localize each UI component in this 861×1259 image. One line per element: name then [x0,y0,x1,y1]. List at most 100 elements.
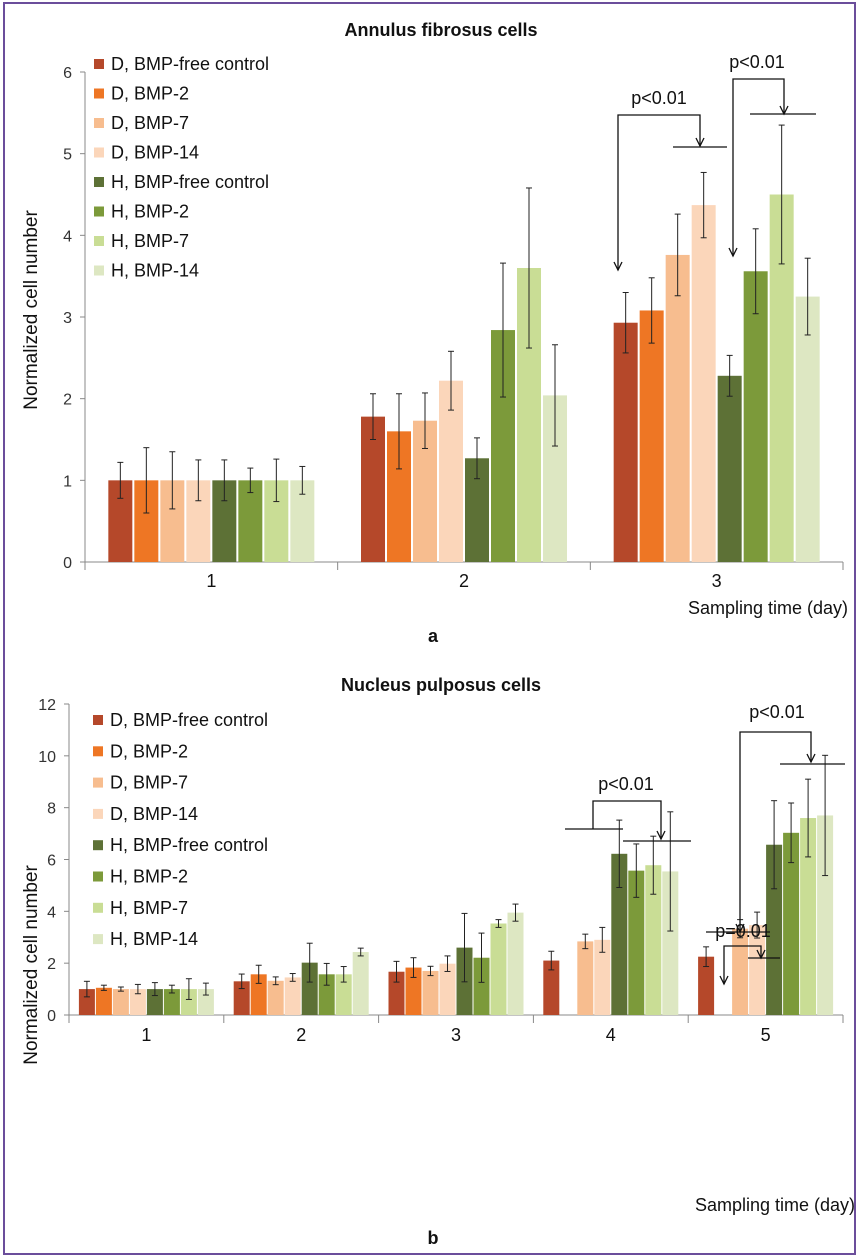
chart-a-plot: 0 1 2 3 4 5 6 1 2 3 D, BMP-free control D, BMP-2 D, … [63,52,844,591]
chart-a-significance-bracket [617,114,701,270]
chart-a-panel-label: a [428,626,439,646]
chart-b-legend-swatch [93,871,103,882]
chart-a-bar [795,296,820,562]
chart-b-xlabel: Sampling time (day) [695,1195,855,1215]
chart-a-bar [717,375,742,562]
chart-b-y-tick-label: 0 [47,1008,56,1025]
chart-b-significance-arrow [806,753,816,764]
chart-b-bar [112,989,129,1015]
chart-b-y-tick-label: 2 [47,956,56,973]
chart-a-significance-arrow [695,137,705,148]
chart-b-y-tick-label: 8 [47,801,56,818]
chart-a-title: Annulus fibrosus cells [344,20,537,40]
chart-b-y-tick-label: 12 [38,697,56,714]
chart-a-bar [613,322,638,562]
chart-b-y-tick-label: 4 [47,904,56,921]
chart-b-significance-label: p<0.01 [598,774,654,794]
chart-a-legend-label: H, BMP-free control [111,172,269,192]
chart-b-bar [146,989,163,1015]
chart-b-legend-label: D, BMP-14 [110,804,198,824]
chart-a-bar [691,205,716,562]
chart-b-legend-swatch [93,777,103,788]
chart-a-xlabel: Sampling time (day) [688,598,848,618]
chart-b-significance-arrow [719,975,729,986]
chart-a-significance-label: p<0.01 [631,88,687,108]
chart-b-legend-swatch [93,840,103,851]
chart-b-bar [577,941,594,1015]
chart-a-significance-label: p<0.01 [729,52,785,72]
chart-a-y-tick-label: 3 [63,310,72,327]
chart-b-bar [490,923,507,1015]
chart-b-significance-arrow [756,949,766,960]
chart-b-bar [197,989,214,1015]
chart-b-bar [250,974,267,1015]
chart-a-y-tick-label: 4 [63,228,72,245]
chart-a-ylabel: Normalized cell number [21,210,42,410]
chart-b-bar [766,844,783,1015]
chart-a-legend-label: H, BMP-7 [111,231,189,251]
chart-b-bar [284,977,301,1015]
chart-a-significance-bracket [732,78,785,256]
chart-b-x-tick-label: 5 [761,1025,771,1045]
chart-a-y-tick-label: 6 [63,65,72,82]
chart-b-bar [95,987,112,1015]
chart-b-bar [78,989,95,1015]
chart-b-significance-bracket [592,800,662,839]
figure-frame [3,2,856,1255]
chart-b-legend-swatch [93,934,103,945]
chart-b-legend-label: H, BMP-free control [110,835,268,855]
chart-b-bar [388,971,405,1015]
chart-b-bar [352,952,369,1015]
chart-a-bar [665,254,690,562]
chart-b-bar [301,962,318,1015]
chart-a-legend-swatch [94,59,104,69]
chart-a-legend-label: D, BMP-free control [111,54,269,74]
chart-a-legend-swatch [94,177,104,187]
chart-a-bar [639,310,664,562]
chart-a-x-tick-label: 1 [206,571,216,591]
chart-a-bar [743,271,768,562]
chart-b-bar [163,989,180,1015]
chart-b-ylabel: Normalized cell number [21,865,42,1065]
chart-b-title: Nucleus pulposus cells [341,675,541,695]
chart-b-bar [422,970,439,1015]
chart-b-significance-label: p<0.01 [749,702,805,722]
chart-b-significance-arrow [735,923,745,934]
chart-a-bar [361,416,385,562]
chart-b-bar [233,981,250,1015]
chart-b-bar [611,853,628,1015]
chart-b-legend-label: H, BMP-2 [110,867,188,887]
chart-a-legend-swatch [94,206,104,217]
chart-b-x-tick-label: 1 [141,1025,151,1045]
chart-b-legend-label: D, BMP-free control [110,710,268,730]
chart-a-legend-swatch [94,147,104,158]
chart-b-bar [335,974,352,1015]
chart-b-bar [180,989,197,1015]
chart-b-bar [698,956,715,1015]
chart-b-bar [439,963,456,1015]
chart-b-bar [732,928,749,1015]
chart-a-y-tick-label: 2 [63,392,72,409]
chart-a-significance-arrow [613,261,623,272]
chart-b-legend-label: D, BMP-7 [110,773,188,793]
chart-a-legend-label: H, BMP-14 [111,261,199,281]
chart-a-legend-label: D, BMP-14 [111,143,199,163]
chart-b-legend-swatch [93,746,103,757]
chart-b-x-tick-label: 4 [606,1025,616,1045]
chart-b-significance-arrow [656,830,666,841]
chart-a-legend-swatch [94,88,104,99]
chart-a-legend-label: H, BMP-2 [111,202,189,222]
chart-b-significance-label: p=0.01 [715,921,771,941]
chart-a-legend-swatch [94,118,104,128]
chart-b-bar [129,989,146,1015]
chart-b-bar [800,818,817,1015]
chart-b-bar [783,832,800,1015]
chart-b-legend-label: H, BMP-7 [110,898,188,918]
chart-b-x-tick-label: 2 [296,1025,306,1045]
chart-b-x-tick-label: 3 [451,1025,461,1045]
chart-b-bar [507,912,524,1015]
chart-a-bar [238,480,263,562]
chart-a-x-tick-label: 3 [712,571,722,591]
chart-b-bar [405,967,422,1015]
